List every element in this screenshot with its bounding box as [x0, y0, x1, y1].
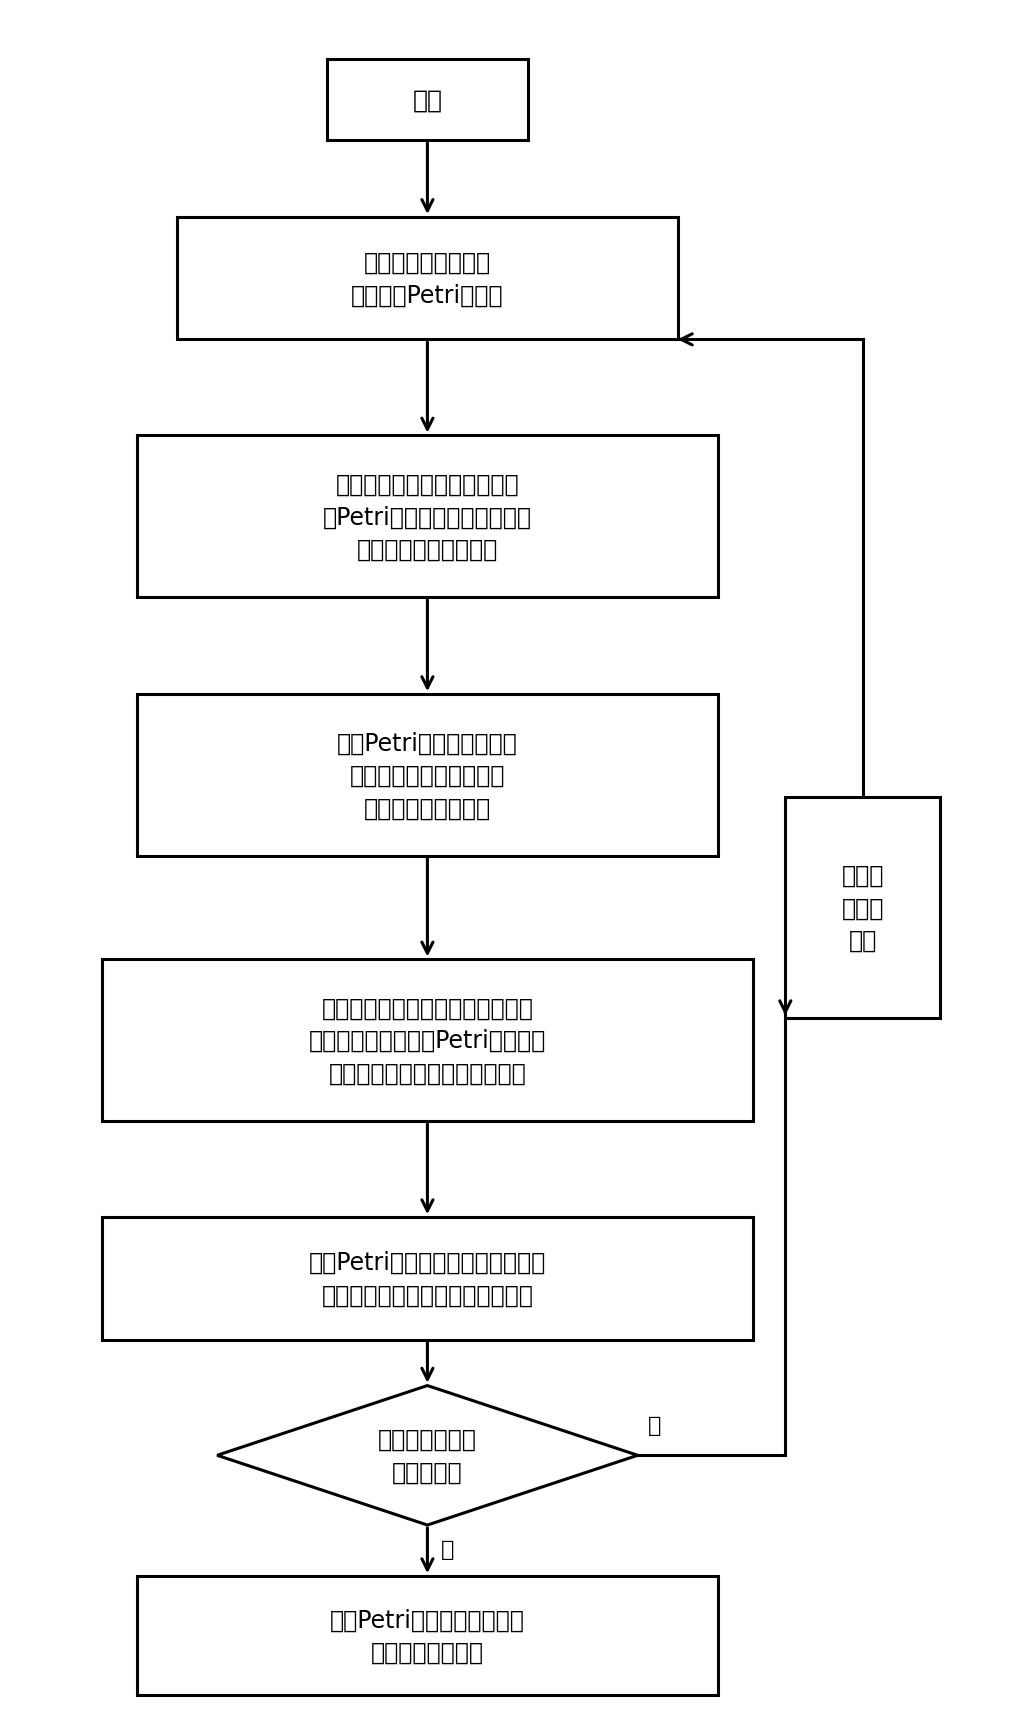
Text: 是: 是	[441, 1539, 454, 1558]
Text: 调整系
统运行
方式: 调整系 统运行 方式	[841, 864, 884, 953]
Bar	[103, 960, 753, 1121]
Text: 判断当前运行方
式是否可行: 判断当前运行方 式是否可行	[378, 1428, 477, 1484]
Polygon shape	[217, 1385, 637, 1525]
Text: 执行Petri网中发电调度子网
络的电能分配方案: 执行Petri网中发电调度子网 络的电能分配方案	[330, 1608, 525, 1664]
Text: 否: 否	[648, 1416, 661, 1435]
Text: 执行Petri网中配电子网络
的动态推理，得到各主配
电板所带的总负荷量: 执行Petri网中配电子网络 的动态推理，得到各主配 电板所带的总负荷量	[337, 730, 518, 819]
Text: 执行Petri网中发电调度子网络的动
态推理，确定各发电机的出力情况: 执行Petri网中发电调度子网络的动 态推理，确定各发电机的出力情况	[309, 1251, 546, 1306]
Bar	[137, 437, 718, 598]
Bar	[786, 797, 941, 1018]
Text: 根据系统网络结构建
立系统的Petri网模型: 根据系统网络结构建 立系统的Petri网模型	[351, 250, 503, 307]
Text: 结合各发电机的投入及主配电板的
连接情况，动态调整Petri网中发电
调度子网络的关联矩阵及其权重: 结合各发电机的投入及主配电板的 连接情况，动态调整Petri网中发电 调度子网络…	[309, 996, 546, 1085]
Bar	[137, 1577, 718, 1695]
Bar	[178, 218, 678, 339]
Bar	[137, 694, 718, 857]
Bar	[103, 1217, 753, 1340]
Text: 根据系统各负荷的投入方式确
定Petri网中配电子网络的初始
库所和关联矩阵的状态: 根据系统各负荷的投入方式确 定Petri网中配电子网络的初始 库所和关联矩阵的状…	[323, 473, 532, 562]
Text: 开始: 开始	[412, 89, 443, 113]
Bar	[327, 60, 528, 141]
